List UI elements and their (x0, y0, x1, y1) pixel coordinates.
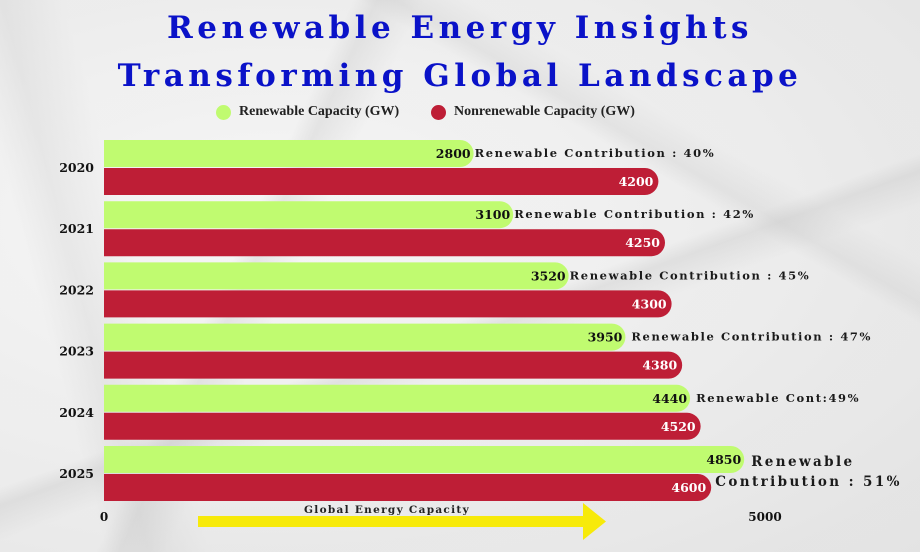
bar-nonrenewable-2025 (104, 474, 712, 501)
bar-nonrenewable-2023 (104, 351, 683, 379)
category-label-2021: 2021 (59, 221, 94, 236)
value-label-renewable-2025: 4850 (706, 452, 741, 467)
contribution-annotation-2023: Renewable Contribution : 47% (631, 330, 872, 344)
category-label-2023: 2023 (59, 344, 94, 359)
bar-renewable-2022 (104, 262, 569, 290)
value-label-renewable-2022: 3520 (531, 268, 566, 283)
legend-item-renewable: Renewable Capacity (GW) (216, 104, 399, 120)
legend-label-renewable: Renewable Capacity (GW) (239, 104, 400, 119)
bar-renewable-2025 (104, 446, 745, 473)
value-label-nonrenewable-2024: 4520 (661, 419, 696, 434)
value-label-nonrenewable-2023: 4380 (642, 358, 677, 373)
category-label-2025: 2025 (59, 466, 94, 481)
value-label-renewable-2021: 3100 (475, 207, 510, 222)
value-label-nonrenewable-2025: 4600 (671, 480, 706, 495)
contribution-annotation-2025-line2: Contribution : 51% (715, 474, 902, 490)
value-label-nonrenewable-2020: 4200 (619, 174, 654, 189)
category-label-2024: 2024 (59, 405, 94, 420)
value-label-renewable-2023: 3950 (588, 330, 623, 345)
bar-nonrenewable-2021 (104, 229, 665, 257)
bar-renewable-2024 (104, 384, 691, 412)
value-label-nonrenewable-2022: 4300 (632, 296, 667, 311)
legend-label-nonrenewable: Nonrenewable Capacity (GW) (454, 104, 635, 119)
contribution-annotation-2022: Renewable Contribution : 45% (570, 268, 811, 282)
legend-item-nonrenewable: Nonrenewable Capacity (GW) (431, 104, 635, 120)
bar-renewable-2021 (104, 201, 514, 229)
value-label-renewable-2020: 2800 (436, 146, 471, 161)
contribution-annotation-2025-line1: Renewable (751, 454, 854, 470)
contribution-annotation-2021: Renewable Contribution : 42% (514, 207, 755, 221)
bar-nonrenewable-2022 (104, 290, 672, 318)
legend: Renewable Capacity (GW) Nonrenewable Cap… (0, 104, 920, 126)
bar-renewable-2023 (104, 323, 626, 351)
contribution-annotation-2020: Renewable Contribution : 40% (475, 146, 716, 160)
legend-swatch-renewable (216, 104, 231, 120)
category-label-2022: 2022 (59, 282, 94, 297)
contribution-annotation-2024: Renewable Cont:49% (696, 391, 860, 405)
bar-renewable-2020 (104, 140, 474, 167)
x-tick-1: 5000 (748, 510, 781, 524)
chart-subtitle: Transforming Global Landscape (117, 58, 803, 94)
bar-nonrenewable-2020 (104, 168, 659, 195)
chart-title: Renewable Energy Insights (167, 10, 753, 46)
category-label-2020: 2020 (59, 160, 94, 175)
x-axis-label: Global Energy Capacity (304, 504, 470, 516)
x-axis-arrow-icon (198, 503, 606, 540)
value-label-nonrenewable-2021: 4250 (625, 235, 660, 250)
bar-nonrenewable-2024 (104, 412, 701, 440)
x-tick-0: 0 (100, 510, 108, 524)
legend-swatch-nonrenewable (431, 104, 446, 120)
value-label-renewable-2024: 4440 (652, 391, 687, 406)
